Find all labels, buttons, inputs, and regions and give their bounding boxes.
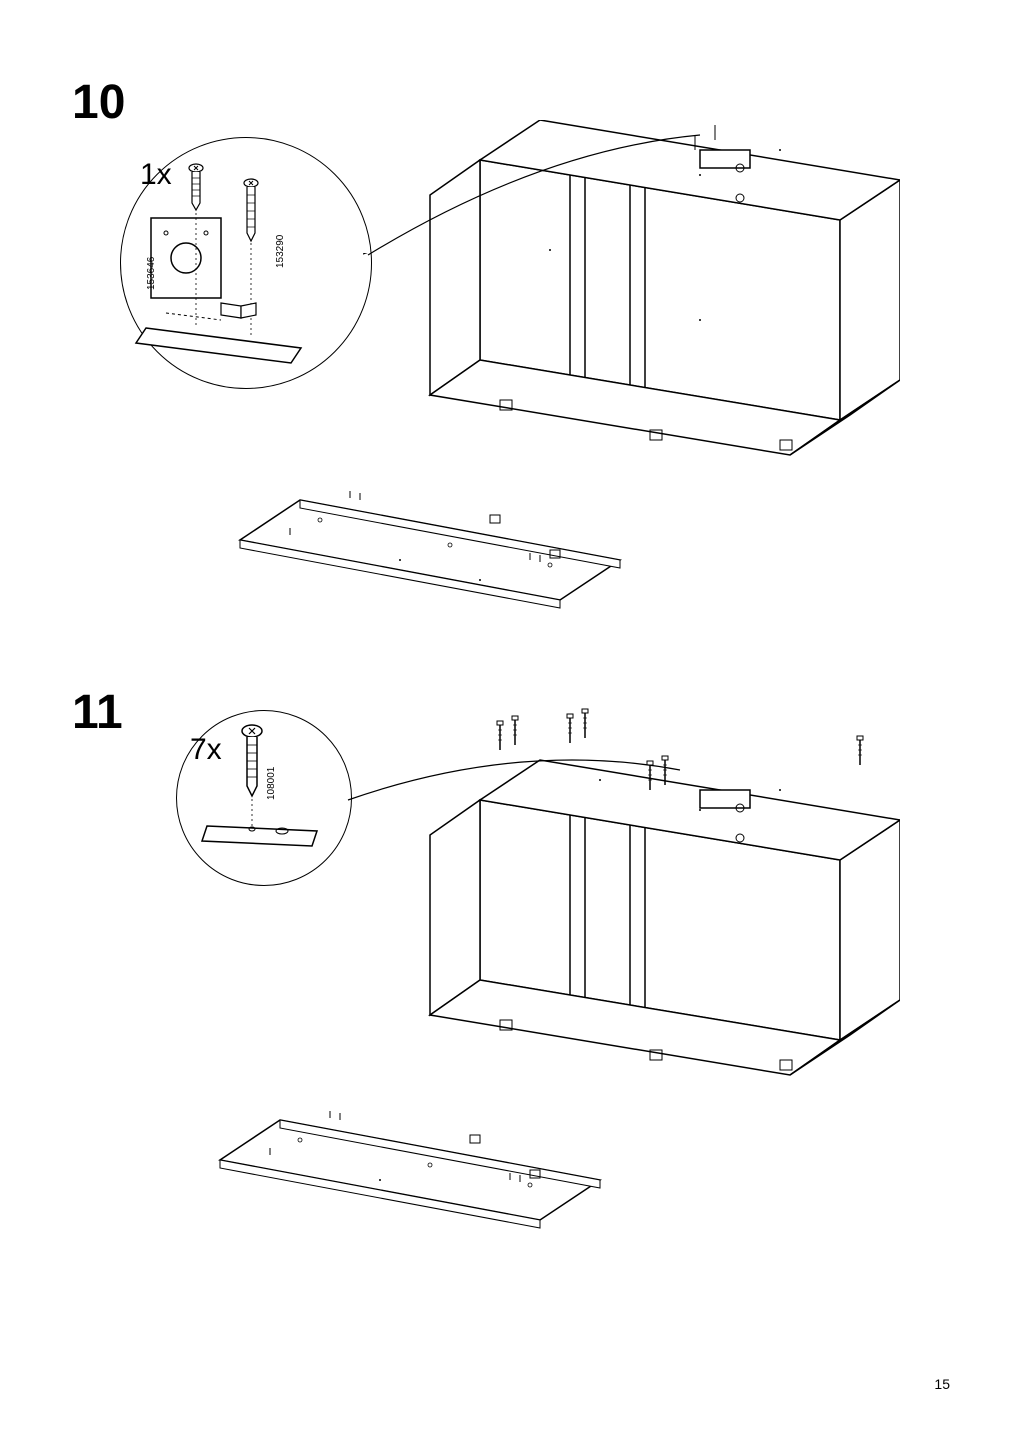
- part-code-153290: 153290: [275, 235, 286, 268]
- step-11-quantity: 7x: [190, 733, 222, 767]
- page-number: 15: [934, 1376, 950, 1392]
- step-11-leader-curve: [340, 730, 700, 840]
- step-10-leader-curve: [360, 130, 720, 260]
- assembly-instruction-page: 10: [0, 0, 1012, 1432]
- step-10-number: 10: [72, 75, 125, 130]
- step-10-quantity: 1x: [140, 158, 172, 192]
- part-code-153646: 153646: [146, 257, 157, 290]
- step-11-number: 11: [72, 685, 123, 740]
- part-code-108001: 108001: [266, 767, 277, 800]
